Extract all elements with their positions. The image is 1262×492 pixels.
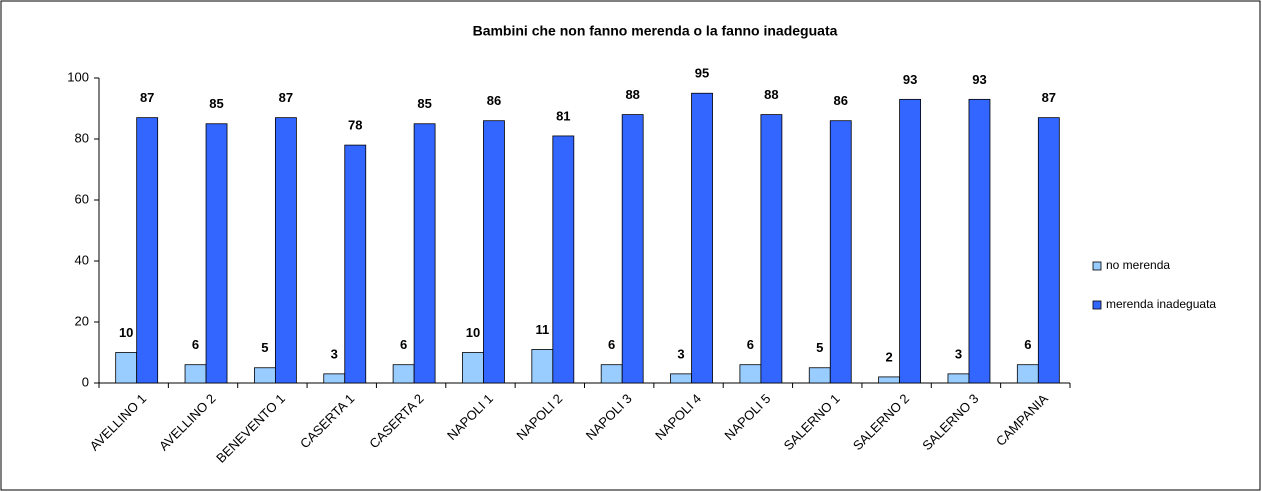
bar (670, 373, 692, 384)
bar (205, 123, 228, 384)
bar (899, 98, 922, 384)
legend-swatch (1092, 261, 1102, 271)
data-label: 85 (417, 96, 431, 111)
data-label: 3 (955, 346, 962, 361)
data-label: 78 (348, 118, 362, 133)
bar (691, 92, 713, 384)
bar (1037, 117, 1060, 384)
data-label: 93 (903, 72, 917, 87)
bar (115, 352, 138, 384)
y-tick-label: 20 (75, 313, 89, 328)
y-tick-label: 40 (75, 252, 89, 267)
data-label: 6 (608, 337, 615, 352)
chart-title: Bambini che non fanno merenda o la fanno… (473, 23, 838, 39)
bar (274, 117, 297, 384)
bar (760, 114, 783, 384)
bar (184, 364, 207, 384)
data-label: 95 (695, 66, 709, 81)
bar (878, 376, 901, 384)
data-label: 10 (119, 325, 133, 340)
data-label: 5 (816, 340, 823, 355)
bar (829, 120, 852, 384)
bar (968, 98, 991, 384)
y-tick-label: 80 (75, 130, 89, 145)
bar (1016, 364, 1039, 384)
data-label: 88 (764, 87, 778, 102)
bar (136, 117, 159, 384)
legend-label: merenda inadeguata (1106, 297, 1216, 311)
bar (947, 373, 970, 384)
bar (739, 364, 762, 384)
data-label: 6 (747, 337, 754, 352)
bar (253, 367, 276, 384)
data-label: 10 (466, 325, 480, 340)
legend-label: no merenda (1106, 258, 1170, 272)
y-tick-label: 0 (82, 374, 89, 389)
data-label: 87 (140, 90, 154, 105)
bar (600, 364, 623, 384)
data-label: 5 (261, 340, 268, 355)
bar (621, 114, 644, 384)
data-label: 6 (400, 337, 407, 352)
data-label: 3 (677, 346, 684, 361)
bar (462, 352, 484, 384)
data-label: 11 (535, 322, 549, 337)
y-tick-label: 100 (67, 69, 89, 84)
data-label: 87 (279, 90, 293, 105)
bar (392, 364, 415, 384)
data-label: 93 (972, 72, 986, 87)
bar (808, 367, 831, 384)
data-label: 2 (885, 349, 892, 364)
data-label: 86 (487, 93, 501, 108)
data-label: 6 (192, 337, 199, 352)
data-label: 85 (209, 96, 223, 111)
bar (483, 120, 505, 384)
data-label: 6 (1024, 337, 1031, 352)
data-label: 3 (331, 346, 338, 361)
data-label: 88 (625, 87, 639, 102)
bar (323, 373, 346, 384)
data-label: 86 (834, 93, 848, 108)
bar (413, 123, 436, 384)
data-label: 87 (1042, 90, 1056, 105)
bar (552, 135, 575, 384)
legend-swatch (1092, 300, 1102, 310)
y-tick-label: 60 (75, 191, 89, 206)
data-label: 81 (556, 108, 570, 123)
bar (344, 144, 367, 384)
bar (531, 349, 554, 384)
